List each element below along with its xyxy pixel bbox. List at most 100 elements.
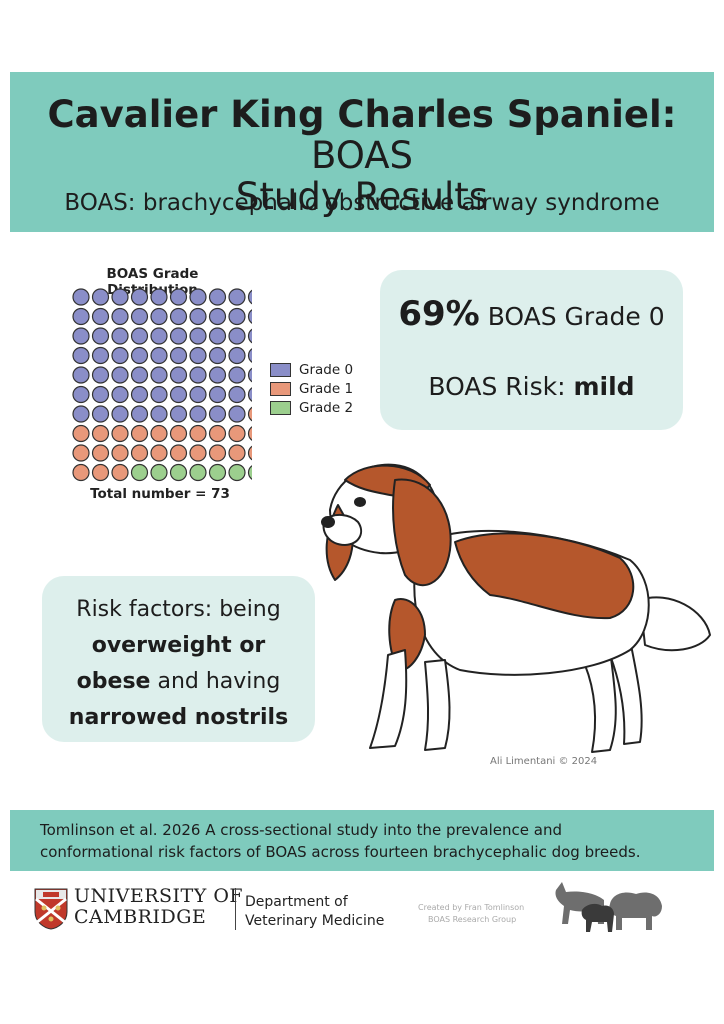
waffle-dot-grade-0 [208, 385, 227, 404]
title-bold: Cavalier King Charles Spaniel: [47, 93, 677, 136]
waffle-dot-grade-2 [208, 463, 227, 482]
waffle-dot-grade-0 [111, 346, 129, 365]
waffle-dot-grade-0 [228, 327, 246, 345]
page-title: Cavalier King Charles Spaniel: BOAS Stud… [10, 94, 714, 217]
waffle-dot-grade-1 [130, 444, 149, 462]
waffle-dot-grade-0 [169, 346, 188, 365]
waffle-dot-grade-0 [189, 385, 207, 404]
waffle-dot-grade-0 [208, 366, 227, 384]
waffle-dot-grade-1 [150, 424, 168, 443]
legend-item-grade-0: Grade 0 [270, 360, 353, 379]
waffle-dot-grade-0 [150, 288, 168, 306]
subtitle: BOAS: brachycephalic obstructive airway … [64, 190, 660, 216]
waffle-dot-grade-0 [189, 307, 207, 326]
artist-credit: Ali Limentani © 2024 [490, 756, 598, 767]
legend-swatch-grade-1 [270, 381, 291, 396]
risk-label: BOAS Risk: [428, 372, 566, 401]
waffle-dot-grade-1 [247, 406, 252, 422]
waffle-dot-grade-0 [228, 366, 246, 384]
waffle-dot-grade-0 [228, 346, 246, 365]
header-banner: Cavalier King Charles Spaniel: BOAS Stud… [10, 72, 714, 232]
waffle-dot-grade-0 [169, 307, 188, 326]
waffle-dot-grade-0 [208, 307, 227, 326]
waffle-dot-grade-0 [228, 288, 246, 306]
title-line2: Study Results [235, 175, 489, 218]
waffle-dot-grade-2 [169, 463, 188, 482]
waffle-dot-grade-1 [169, 444, 188, 462]
waffle-dot-grade-0 [189, 288, 207, 306]
waffle-dot-grade-0 [208, 327, 227, 345]
waffle-dot-grade-1 [111, 463, 129, 482]
risk-factors-text: Risk factors: being overweight or obese … [52, 592, 305, 736]
chart-legend: Grade 0 Grade 1 Grade 2 [270, 360, 353, 417]
total-label: Total number = 73 [90, 486, 230, 502]
risk-value: mild [573, 372, 635, 401]
waffle-dot-grade-1 [228, 444, 246, 462]
department-line-1: Department of [245, 894, 348, 910]
waffle-dot-grade-0 [91, 307, 110, 326]
waffle-chart [72, 288, 252, 482]
title-rest: BOAS [310, 134, 413, 177]
waffle-dot-grade-0 [91, 327, 110, 345]
waffle-dot-grade-0 [247, 328, 252, 344]
university-name-line-1: UNIVERSITY OF [74, 885, 244, 907]
waffle-dot-grade-0 [169, 385, 188, 404]
waffle-dot-grade-0 [111, 385, 129, 404]
department-line-2: Veterinary Medicine [245, 913, 385, 929]
risk-text-3: obese [76, 669, 151, 694]
waffle-dot-grade-0 [189, 327, 207, 345]
risk-text-2: overweight or [91, 633, 266, 658]
waffle-dot-grade-0 [169, 405, 188, 423]
waffle-dot-grade-0 [111, 366, 129, 384]
waffle-dot-grade-0 [150, 307, 168, 326]
waffle-dot-grade-0 [189, 366, 207, 384]
waffle-dot-grade-0 [247, 289, 252, 305]
waffle-dot-grade-1 [130, 424, 149, 443]
waffle-dot-grade-0 [150, 327, 168, 345]
legend-swatch-grade-0 [270, 362, 291, 377]
grade-0-percent: 69% [398, 294, 480, 334]
waffle-dot-grade-0 [247, 367, 252, 383]
grade-stat-box: 69% BOAS Grade 0 BOAS Risk: mild [380, 270, 683, 430]
waffle-dot-grade-0 [228, 385, 246, 404]
waffle-dot-grade-0 [91, 385, 110, 404]
waffle-dot-grade-0 [247, 387, 252, 402]
waffle-dot-grade-0 [208, 405, 227, 423]
waffle-dot-grade-0 [169, 288, 188, 306]
waffle-dot-grade-0 [111, 327, 129, 345]
waffle-dot-grade-0 [91, 288, 110, 306]
waffle-dot-grade-1 [169, 424, 188, 443]
grade-0-label: BOAS Grade 0 [487, 302, 665, 331]
waffle-dot-grade-1 [150, 444, 168, 462]
footer-divider [235, 888, 236, 930]
waffle-dot-grade-1 [228, 424, 246, 443]
waffle-dot-grade-0 [72, 385, 90, 404]
waffle-dot-grade-1 [208, 424, 227, 443]
waffle-dot-grade-1 [189, 424, 207, 443]
waffle-dot-grade-2 [150, 463, 168, 482]
cavalier-dog-illustration [321, 463, 711, 753]
waffle-dot-grade-0 [130, 366, 149, 384]
risk-text-1: Risk factors: being [76, 597, 281, 622]
risk-factors-box: Risk factors: being overweight or obese … [42, 576, 315, 742]
waffle-dot-grade-0 [91, 366, 110, 384]
waffle-dot-grade-0 [130, 405, 149, 423]
citation-band: Tomlinson et al. 2026 A cross-sectional … [10, 810, 714, 871]
citation-text: Tomlinson et al. 2026 A cross-sectional … [40, 819, 700, 863]
dog-breeds-silhouette-icon [555, 882, 662, 932]
risk-text-4: and having [157, 669, 281, 694]
waffle-dot-grade-1 [111, 424, 129, 443]
waffle-dot-grade-2 [189, 463, 207, 482]
waffle-dot-grade-0 [130, 307, 149, 326]
waffle-dot-grade-2 [228, 463, 246, 482]
waffle-dot-grade-0 [247, 309, 252, 324]
waffle-dot-grade-0 [150, 366, 168, 384]
waffle-dot-grade-0 [169, 327, 188, 345]
waffle-dot-grade-0 [150, 385, 168, 404]
waffle-dot-grade-0 [130, 346, 149, 365]
waffle-dot-grade-0 [111, 307, 129, 326]
waffle-dot-grade-0 [228, 307, 246, 326]
waffle-dot-grade-0 [72, 288, 90, 306]
waffle-dot-grade-1 [247, 426, 252, 441]
citation-line-1: Tomlinson et al. 2026 A cross-sectional … [40, 821, 562, 839]
